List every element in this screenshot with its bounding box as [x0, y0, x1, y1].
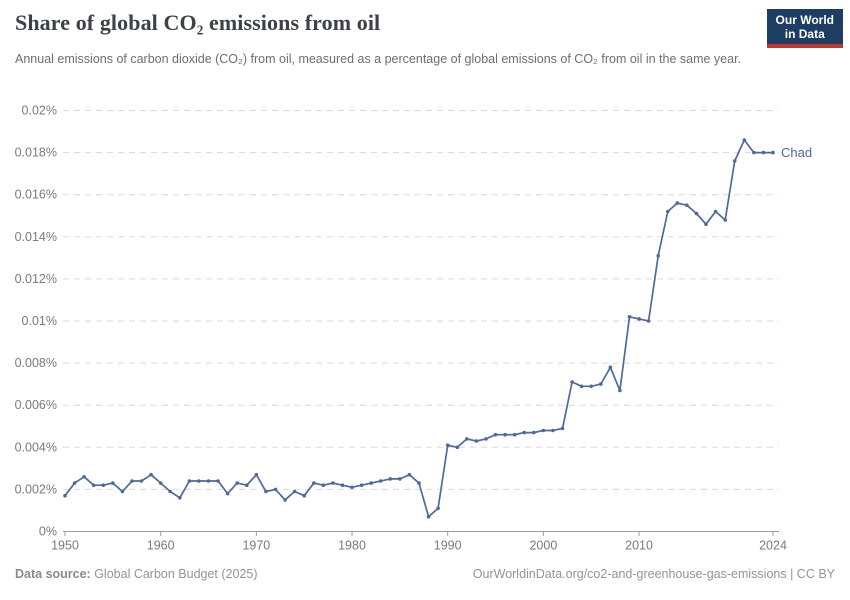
svg-text:0.018%: 0.018%: [15, 146, 57, 160]
svg-text:1990: 1990: [434, 539, 462, 553]
data-source-value: Global Carbon Budget (2025): [90, 567, 258, 581]
svg-text:0.008%: 0.008%: [15, 356, 57, 370]
chart-subtitle: Annual emissions of carbon dioxide (CO₂)…: [15, 52, 742, 66]
svg-text:0.02%: 0.02%: [22, 104, 57, 118]
svg-text:0.006%: 0.006%: [15, 398, 57, 412]
svg-text:1960: 1960: [147, 539, 175, 553]
owid-logo-line2: in Data: [784, 27, 825, 41]
svg-text:1950: 1950: [51, 539, 79, 553]
svg-text:2000: 2000: [529, 539, 557, 553]
svg-text:0%: 0%: [39, 525, 57, 539]
svg-text:0.012%: 0.012%: [15, 272, 57, 286]
svg-text:0.01%: 0.01%: [22, 314, 57, 328]
x-axis-ticks: 1950 1960 1970 1980 1990 2000 2010 2024: [51, 531, 787, 553]
credit-link[interactable]: OurWorldinData.org/co2-and-greenhouse-ga…: [472, 567, 835, 581]
svg-text:0.002%: 0.002%: [15, 482, 57, 496]
data-line-chad: [63, 138, 775, 519]
series-end-label[interactable]: Chad: [781, 145, 812, 160]
svg-text:1970: 1970: [242, 539, 270, 553]
svg-text:0.004%: 0.004%: [15, 440, 57, 454]
data-source: Data source: Global Carbon Budget (2025): [15, 567, 258, 581]
y-axis-labels: 0% 0.002% 0.004% 0.006% 0.008% 0.01% 0.012% 0.0…: [15, 104, 57, 539]
svg-text:0.014%: 0.014%: [15, 230, 57, 244]
owid-logo[interactable]: Our World in Data: [766, 9, 843, 48]
owid-logo-line1: Our World: [775, 13, 834, 27]
page-title: Share of global CO₂ emissions from oil: [15, 10, 381, 35]
svg-text:2010: 2010: [625, 539, 653, 553]
svg-text:0.016%: 0.016%: [15, 188, 57, 202]
svg-text:2024: 2024: [759, 539, 787, 553]
data-source-label: Data source:: [15, 567, 91, 581]
svg-text:1980: 1980: [338, 539, 366, 553]
gridlines: [63, 110, 779, 532]
chart-footer: Data source: Global Carbon Budget (2025)…: [15, 567, 835, 581]
